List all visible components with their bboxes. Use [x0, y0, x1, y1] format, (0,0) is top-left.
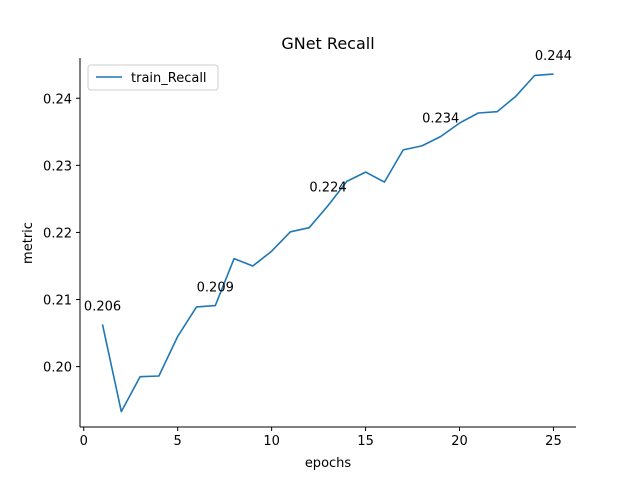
x-tick-label: 20: [451, 434, 468, 449]
y-axis-title: metric: [21, 222, 36, 264]
x-tick-label: 0: [80, 434, 88, 449]
legend-label: train_Recall: [131, 71, 207, 86]
y-tick-label: 0.21: [43, 294, 72, 309]
x-tick-label: 10: [263, 434, 280, 449]
series-line: [101, 73, 554, 413]
y-tick-label: 0.23: [43, 159, 72, 174]
annotations-layer: 0.206 0.209 0.224 0.234 0.244: [84, 49, 572, 314]
x-tick-label: 5: [174, 434, 182, 449]
series-layer: [101, 73, 554, 413]
data-label: 0.224: [309, 181, 346, 196]
y-tick-label: 0.20: [43, 361, 72, 376]
data-label: 0.206: [84, 299, 121, 314]
x-tick-label: 25: [545, 434, 562, 449]
legend: train_Recall: [87, 64, 219, 91]
y-tick-label: 0.24: [43, 92, 72, 107]
y-tick-label: 0.22: [43, 226, 72, 241]
x-tick-label: 15: [357, 434, 374, 449]
ticks-layer: 0 5 10 15 20 25 0.20 0.21 0.22 0.23 0.24: [43, 92, 562, 449]
data-label: 0.244: [535, 49, 572, 64]
data-label: 0.234: [422, 111, 459, 126]
axes-layer: [79, 58, 576, 428]
x-axis-title: epochs: [305, 456, 352, 471]
chart-title: GNet Recall: [281, 34, 374, 53]
data-label: 0.209: [197, 281, 234, 296]
legend-box: [87, 64, 219, 91]
